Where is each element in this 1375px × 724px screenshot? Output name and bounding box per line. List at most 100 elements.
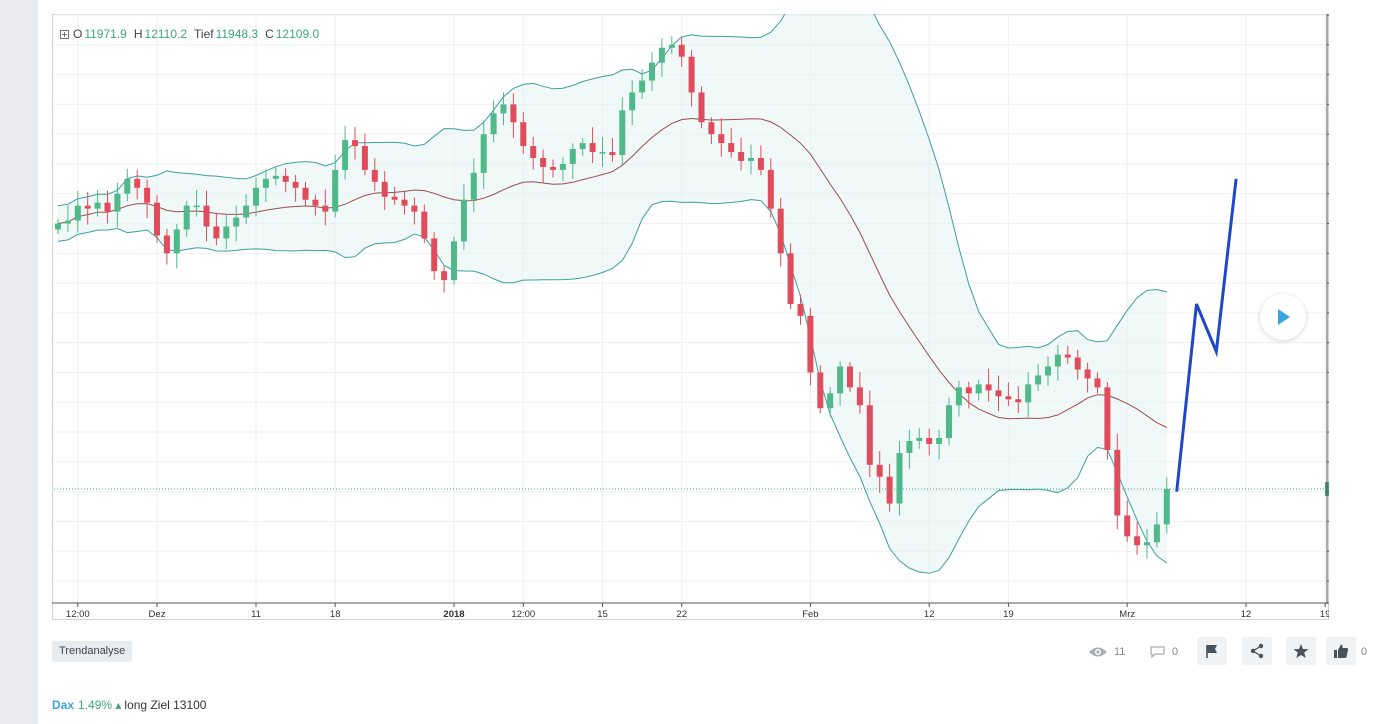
- bollinger-band-fill: [58, 14, 1167, 574]
- candle-body: [381, 181, 388, 197]
- candle-body: [748, 157, 754, 161]
- candle-body: [233, 217, 240, 227]
- open-label: O: [73, 27, 83, 41]
- price-chart[interactable]: 11800.011900.012000.012100.012200.012300…: [52, 14, 1329, 620]
- candle: [381, 171, 388, 210]
- candle-body: [163, 235, 170, 254]
- candle-body: [193, 205, 200, 208]
- candle-body: [589, 143, 596, 153]
- candle: [936, 429, 943, 460]
- candle-body: [144, 187, 151, 203]
- candle: [1064, 345, 1071, 364]
- candle: [856, 371, 863, 414]
- candle: [104, 190, 111, 224]
- candle: [926, 428, 933, 456]
- candle: [1163, 477, 1170, 534]
- candle: [203, 190, 210, 242]
- share-button[interactable]: [1242, 637, 1272, 665]
- candle-body: [639, 80, 646, 93]
- candle: [629, 80, 636, 125]
- close-label: C: [265, 27, 274, 41]
- candle: [64, 205, 71, 232]
- candle: [767, 158, 774, 218]
- candle: [352, 126, 358, 160]
- candle-body: [134, 178, 141, 188]
- candle-body: [1124, 515, 1131, 537]
- change-value: 1.49%: [78, 698, 113, 712]
- candle: [777, 197, 784, 267]
- candle: [163, 228, 170, 265]
- candle-body: [1084, 369, 1091, 379]
- candle-body: [668, 44, 675, 48]
- candle: [817, 365, 824, 413]
- middle-band-line: [57, 117, 1168, 428]
- candle: [757, 145, 764, 176]
- candle-body: [1025, 384, 1032, 403]
- candle: [1124, 500, 1131, 542]
- candle: [84, 191, 91, 225]
- candle-body: [74, 205, 81, 221]
- candle-body: [1005, 396, 1012, 400]
- candle: [441, 265, 448, 293]
- candle: [639, 69, 646, 100]
- candle-body: [253, 187, 259, 206]
- time-tick-label: Feb: [802, 609, 818, 620]
- candle: [500, 92, 507, 126]
- candle-body: [738, 152, 745, 161]
- play-replay-button[interactable]: [1260, 294, 1306, 340]
- candle: [738, 137, 745, 171]
- candle: [708, 117, 715, 144]
- candle: [193, 189, 200, 217]
- symbol-link[interactable]: Dax: [52, 698, 75, 712]
- candle: [302, 181, 309, 206]
- time-tick-label: 15: [597, 609, 608, 620]
- high-label: H: [133, 27, 143, 41]
- candle-body: [1163, 488, 1170, 525]
- time-tick-label: 2018: [443, 609, 464, 620]
- candle: [292, 174, 299, 202]
- candle-body: [282, 175, 289, 182]
- tag-badge[interactable]: Trendanalyse: [52, 641, 133, 662]
- candle-body: [550, 166, 556, 170]
- candle: [550, 159, 556, 178]
- candle-body: [391, 196, 398, 200]
- thumbs-up-icon: [1334, 644, 1349, 658]
- expand-legend-icon[interactable]: [60, 30, 69, 39]
- comments-stat[interactable]: 0: [1150, 643, 1178, 661]
- candle-body: [1035, 375, 1042, 385]
- candle-body: [876, 464, 883, 477]
- candle-body: [104, 202, 111, 212]
- candle: [411, 197, 418, 225]
- candle: [797, 295, 804, 325]
- candle-body: [421, 211, 428, 239]
- candle-body: [441, 271, 448, 281]
- candle: [1025, 372, 1032, 417]
- candle-body: [728, 143, 735, 153]
- candle: [589, 127, 596, 164]
- time-tick-label: 12:00: [511, 609, 535, 620]
- candle: [431, 232, 438, 280]
- candle: [510, 93, 517, 139]
- candle: [421, 204, 428, 244]
- candle-body: [431, 238, 438, 272]
- candle: [559, 157, 566, 182]
- candle: [401, 190, 408, 215]
- candle-body: [272, 175, 279, 179]
- candle-body: [520, 122, 527, 147]
- candle: [569, 143, 576, 180]
- idea-caption: Dax 1.49% ▴ long Ziel 13100: [52, 698, 206, 712]
- candle-body: [371, 169, 378, 182]
- favorite-button[interactable]: [1286, 637, 1316, 665]
- candle-body: [540, 157, 547, 167]
- candle: [906, 429, 913, 469]
- like-button[interactable]: [1326, 637, 1356, 665]
- candle: [698, 86, 705, 129]
- flag-icon: [1206, 645, 1217, 658]
- star-icon: [1293, 644, 1309, 658]
- caption-text: long Ziel 13100: [124, 698, 207, 712]
- flag-button[interactable]: [1197, 637, 1227, 665]
- candle-body: [292, 181, 299, 188]
- candle: [361, 133, 368, 176]
- candle: [144, 179, 151, 219]
- candle: [599, 137, 606, 167]
